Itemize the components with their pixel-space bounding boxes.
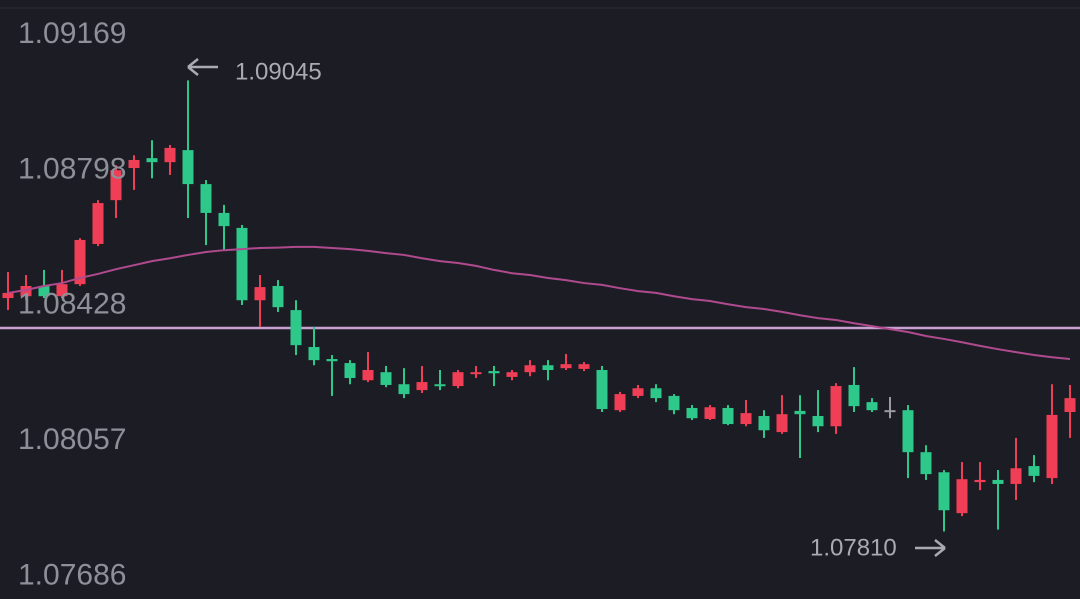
y-tick-label: 1.08057 (18, 423, 126, 456)
candle-body (200, 184, 212, 213)
candle-body (380, 372, 392, 385)
candle-body (578, 364, 590, 369)
y-tick-label: 1.09169 (18, 17, 126, 50)
candle-body (776, 414, 788, 433)
candle-body (596, 369, 608, 410)
candle-body (308, 346, 320, 361)
candle-body (722, 407, 734, 425)
candle-body (20, 285, 32, 297)
candle-body (272, 285, 284, 308)
candle-body (848, 384, 860, 407)
candle-body (164, 147, 176, 163)
candle-body (236, 227, 248, 301)
arrow-left (187, 58, 218, 76)
candle-body (92, 203, 104, 244)
candle-body (884, 410, 896, 413)
candle-body (1028, 466, 1040, 476)
high-annotation: 1.09045 (187, 58, 322, 85)
candle-body (128, 159, 140, 169)
candle-body (2, 292, 14, 299)
candle-body (740, 413, 752, 425)
candle-body (326, 359, 338, 362)
annotation-label: 1.09045 (235, 58, 322, 85)
candle-body (254, 287, 266, 301)
moving-average (7, 245, 1071, 361)
y-tick-label: 1.08428 (18, 288, 126, 321)
candle-body (218, 212, 230, 227)
candle-body (650, 388, 662, 399)
candle-body (830, 386, 842, 427)
low-annotation: 1.07810 (810, 534, 946, 561)
candle-body (290, 310, 302, 346)
candle-body (1064, 398, 1076, 412)
candle-body (488, 371, 500, 374)
candle-body (452, 372, 464, 387)
candle-body (362, 369, 374, 381)
candle-body (758, 416, 770, 431)
arrow-right (915, 539, 946, 557)
candle-body (686, 407, 698, 419)
candle-body (902, 410, 914, 453)
candle-body (146, 158, 158, 163)
annotation-label: 1.07810 (810, 534, 897, 561)
candle-body (56, 284, 68, 297)
candle-body (704, 407, 716, 419)
candle-body (398, 384, 410, 395)
candle-body (1046, 414, 1058, 479)
candle-body (956, 479, 968, 514)
candle-body (1010, 468, 1022, 484)
candle-body (560, 364, 572, 369)
candle-body (812, 416, 824, 427)
candle-body (344, 363, 356, 379)
candle-body (506, 372, 518, 377)
candle-body (110, 170, 122, 201)
candle-body (974, 479, 986, 483)
candle-body (542, 365, 554, 370)
candle-body (434, 384, 446, 387)
candle-body (866, 402, 878, 411)
candle-body (992, 479, 1004, 484)
candle-body (632, 388, 644, 396)
y-tick-label: 1.08798 (18, 152, 126, 185)
candle-body (794, 410, 806, 415)
candle-body (416, 382, 428, 391)
candle-body (524, 365, 536, 373)
candle-body (938, 472, 950, 511)
candle-body (74, 239, 86, 285)
candle-body (668, 395, 680, 411)
candle-body (470, 372, 482, 375)
candle-body (182, 150, 194, 185)
candle-body (38, 285, 50, 297)
candle-body (614, 394, 626, 411)
marks (0, 80, 1080, 532)
y-tick-label: 1.07686 (18, 559, 126, 592)
ticks: 1.09169 1.08798 1.08428 1.08057 1.07686 (18, 17, 126, 592)
candle-body (920, 452, 932, 475)
